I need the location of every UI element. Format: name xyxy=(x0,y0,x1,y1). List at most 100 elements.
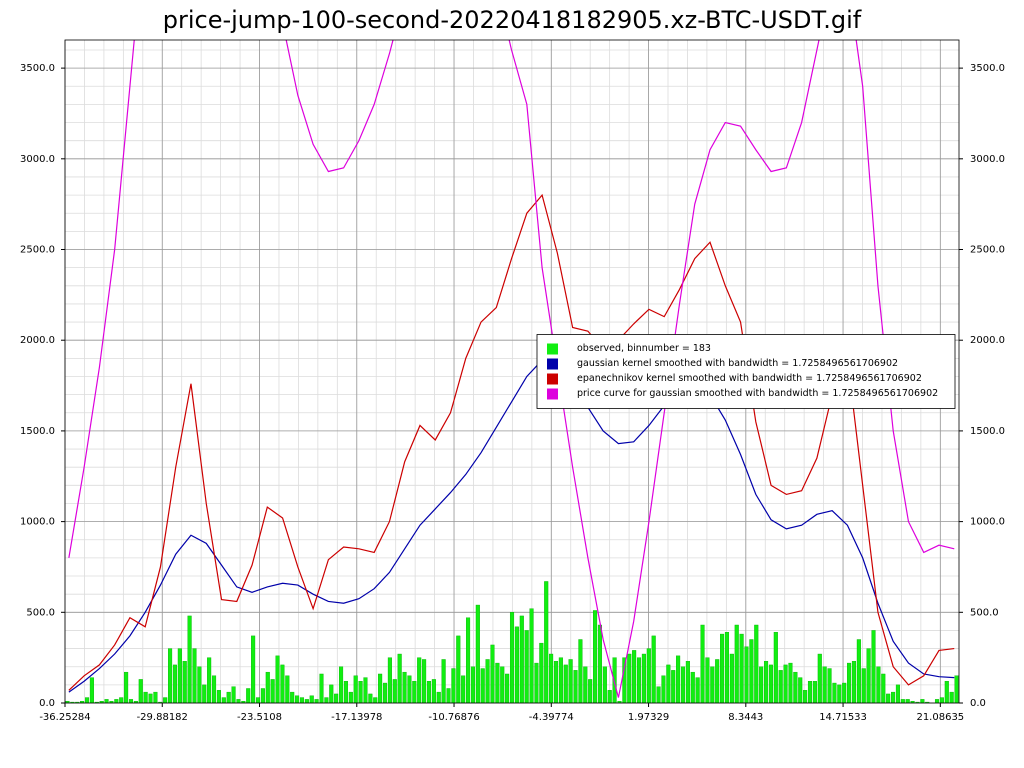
histogram-bar xyxy=(876,666,881,703)
histogram-bar xyxy=(812,681,817,703)
histogram-bar xyxy=(641,653,646,703)
histogram-bar xyxy=(920,699,925,703)
histogram-bar xyxy=(197,666,202,703)
line-series xyxy=(68,359,955,693)
y2-tick-label: 3000.0 xyxy=(970,154,1005,165)
histogram-bar xyxy=(461,675,466,703)
histogram-bar xyxy=(290,691,295,703)
histogram-bar xyxy=(412,681,417,703)
histogram-bar xyxy=(612,657,617,703)
histogram-bar xyxy=(329,684,334,703)
y-tick-label: 0.0 xyxy=(39,698,55,709)
y2-tick-label: 1500.0 xyxy=(970,426,1005,437)
x-tick-label: 21.08635 xyxy=(916,712,964,723)
legend-box xyxy=(536,334,956,409)
histogram-bar xyxy=(143,691,148,703)
histogram-bar xyxy=(788,662,793,703)
histogram-bar xyxy=(368,693,373,703)
histogram-bar xyxy=(182,661,187,703)
histogram-bar xyxy=(651,635,656,703)
histogram-bar xyxy=(207,657,212,703)
histogram-bar xyxy=(734,624,739,703)
histogram-bar xyxy=(187,615,192,703)
histogram-bar xyxy=(807,681,813,703)
histogram-bar xyxy=(172,664,177,703)
histogram-bar xyxy=(304,699,309,703)
x-tick-label: -29.88182 xyxy=(137,712,188,723)
x-tick-label: 1.97329 xyxy=(628,712,669,723)
histogram-bar xyxy=(192,648,197,703)
histogram-bar xyxy=(773,632,778,703)
y-tick-label: 3000.0 xyxy=(20,154,55,165)
histogram-bar xyxy=(602,666,607,703)
histogram-bar xyxy=(905,699,910,703)
line-series xyxy=(68,40,955,698)
histogram-bar xyxy=(798,677,803,703)
x-tick-label: -17.13978 xyxy=(331,712,382,723)
x-tick-label: 8.3443 xyxy=(728,712,763,723)
histogram-bar xyxy=(104,699,109,703)
histogram-bar xyxy=(490,644,495,703)
y2-tick-label: 0.0 xyxy=(970,698,986,709)
histogram-bar xyxy=(163,697,168,703)
histogram-bar xyxy=(128,699,134,703)
histogram-bar xyxy=(339,666,344,703)
histogram-bar xyxy=(715,659,720,703)
histogram-bar xyxy=(817,653,822,703)
x-tick-label: -36.25284 xyxy=(39,712,90,723)
histogram-bar xyxy=(539,642,544,703)
histogram-bar xyxy=(475,604,480,703)
histogram-bar xyxy=(480,668,485,703)
histogram-bar xyxy=(114,699,119,703)
histogram-bar xyxy=(251,635,256,703)
histogram-bar xyxy=(759,666,764,703)
histogram-bar xyxy=(636,657,642,703)
legend-label: gaussian kernel smoothed with bandwidth … xyxy=(577,358,898,369)
histogram-bar xyxy=(646,648,651,703)
histogram-bar xyxy=(593,610,598,703)
histogram-bar xyxy=(177,648,182,703)
plot-area xyxy=(65,40,959,703)
histogram-bar xyxy=(392,679,397,703)
chart-title: price-jump-100-second-20220418182905.xz-… xyxy=(163,6,862,34)
histogram-bar xyxy=(783,664,788,703)
histogram-bar xyxy=(382,682,388,703)
histogram-bar xyxy=(578,639,583,703)
histogram-bar xyxy=(861,668,866,703)
histogram-bar xyxy=(363,677,368,703)
y-tick-label: 1000.0 xyxy=(20,517,55,528)
histogram-bar xyxy=(724,632,730,703)
plot-frame xyxy=(64,39,960,704)
histogram-bar xyxy=(211,675,217,703)
histogram-bar xyxy=(886,693,891,703)
histogram-bar xyxy=(358,681,363,703)
histogram-bar xyxy=(309,695,314,703)
y2-tick-label: 1000.0 xyxy=(970,517,1005,528)
histogram-bar xyxy=(544,581,549,703)
histogram-bar xyxy=(285,675,290,703)
histogram-bar xyxy=(485,659,490,703)
histogram-bar xyxy=(397,653,402,703)
histogram-bar xyxy=(803,690,808,703)
histogram-bar xyxy=(353,675,358,703)
histogram-bar xyxy=(558,657,563,703)
histogram-bar xyxy=(387,657,392,703)
histogram-bar xyxy=(856,639,861,703)
histogram-bar xyxy=(832,682,837,703)
histogram-bar xyxy=(509,612,515,703)
histogram-bar xyxy=(514,626,519,703)
histogram-bar xyxy=(871,630,876,703)
histogram-bar xyxy=(138,679,143,703)
line-series xyxy=(68,193,955,691)
histogram-bar xyxy=(334,693,339,703)
histogram-bar xyxy=(534,662,539,703)
histogram-bar xyxy=(236,699,241,703)
histogram-bar xyxy=(378,673,383,703)
histogram-bar xyxy=(299,697,305,703)
histogram-bar xyxy=(270,679,275,703)
y-tick-label: 1500.0 xyxy=(20,426,55,437)
histogram-bar xyxy=(954,675,959,703)
x-tick-label: -23.5108 xyxy=(237,712,282,723)
histogram-bar xyxy=(436,691,441,703)
